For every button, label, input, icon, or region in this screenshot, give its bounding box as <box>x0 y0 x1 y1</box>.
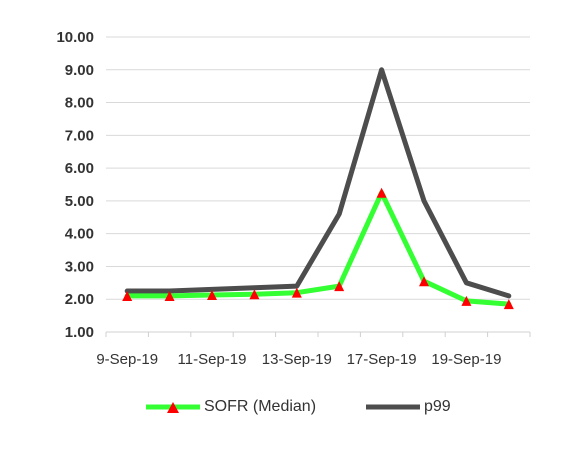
data-point-sofr <box>503 299 514 310</box>
legend-item-sofr: SOFR (Median) <box>146 392 316 422</box>
legend-label-p99: p99 <box>424 398 451 415</box>
x-tick-label: 13-Sep-19 <box>262 351 332 368</box>
x-tick-label: 11-Sep-19 <box>178 351 247 368</box>
legend: SOFR (Median) p99 <box>0 392 570 422</box>
y-tick-label: 7.00 <box>65 127 94 144</box>
y-axis-tick-labels: 1.00 2.00 3.00 4.00 5.00 6.00 7.00 8.00 9.00 10.0… <box>56 29 94 341</box>
legend-item-p99: p99 <box>366 392 451 422</box>
x-tick-label: 17-Sep-19 <box>347 351 417 368</box>
legend-marker-sofr <box>167 402 179 413</box>
y-tick-label: 4.00 <box>65 226 94 243</box>
y-tick-label: 5.00 <box>65 193 94 210</box>
x-axis-tick-labels: 9-Sep-19 11-Sep-19 13-Sep-19 17-Sep-19 19-Se… <box>96 351 501 368</box>
data-point-sofr <box>207 289 217 300</box>
y-tick-label: 6.00 <box>65 160 94 177</box>
y-tick-label: 1.00 <box>65 324 94 341</box>
data-point-sofr <box>249 289 260 300</box>
y-tick-label: 8.00 <box>65 95 94 112</box>
data-point-sofr <box>291 287 302 298</box>
data-point-sofr <box>376 187 387 198</box>
legend-label-sofr: SOFR (Median) <box>204 398 317 415</box>
data-point-sofr <box>419 276 429 287</box>
data-point-sofr <box>122 290 133 301</box>
line-chart: 1.00 2.00 3.00 4.00 5.00 6.00 7.00 8.00 9.00 10.0… <box>56 29 531 368</box>
legend-swatch-p99 <box>366 404 420 410</box>
x-tick-label: 19-Sep-19 <box>431 351 501 368</box>
legend-swatch-sofr <box>146 402 200 413</box>
data-point-sofr <box>334 281 345 292</box>
gridlines <box>106 36 530 300</box>
series-line-sofr <box>124 190 512 307</box>
y-tick-label: 10.00 <box>56 29 94 46</box>
y-tick-label: 2.00 <box>65 291 94 308</box>
series-layer <box>122 67 514 310</box>
x-tick-label: 9-Sep-19 <box>96 351 158 368</box>
y-tick-label: 9.00 <box>65 62 94 79</box>
series-line-p99 <box>124 67 512 299</box>
x-axis-tick-marks <box>105 332 531 337</box>
data-point-sofr <box>461 295 472 306</box>
data-point-sofr <box>164 290 175 301</box>
y-tick-label: 3.00 <box>65 258 94 275</box>
